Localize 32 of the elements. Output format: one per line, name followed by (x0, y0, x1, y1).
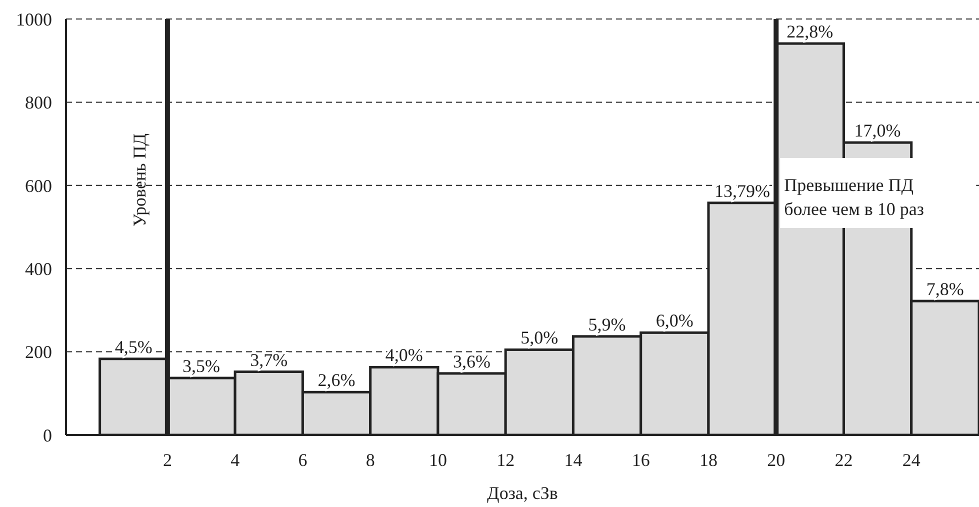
y-tick-label: 1000 (16, 9, 52, 30)
x-tick-label: 2 (162, 450, 172, 470)
ref-line-label: Превышение ПД более чем в 10 раз (784, 175, 924, 219)
y-tick-label: 600 (25, 176, 52, 196)
y-tick-label: 400 (25, 258, 52, 279)
y-tick-label: 800 (25, 92, 52, 113)
annotation: 6,0% (656, 310, 694, 331)
x-tick-label: 8 (366, 450, 375, 470)
annotation: 5,9% (588, 314, 626, 334)
annotation: 3,6% (453, 351, 491, 372)
x-tick-label: 22 (834, 450, 853, 470)
y-tick-label: 0 (43, 425, 52, 446)
annotation: 5,0% (520, 328, 558, 348)
x-tick-label: 24 (902, 450, 920, 470)
annotation: 22,8% (786, 22, 834, 42)
annotation: 7,8% (926, 279, 964, 300)
x-tick-label: 20 (767, 450, 786, 470)
annotation: 2,6% (318, 370, 356, 390)
annotation: 3,7% (250, 350, 288, 370)
ref-line-label: Уровень ПД (129, 133, 150, 227)
annotation: 13,79% (714, 180, 770, 201)
x-axis-title: Доза, сЗв (487, 483, 558, 503)
x-tick-label: 14 (564, 450, 582, 470)
x-tick-label: 4 (230, 450, 240, 470)
x-tick-label: 6 (298, 450, 308, 470)
y-tick-label: 200 (25, 342, 52, 362)
x-tick-label: 10 (428, 450, 447, 470)
annotation: 3,5% (182, 356, 220, 376)
x-tick-label: 16 (632, 450, 650, 470)
x-tick-label: 18 (699, 450, 718, 470)
annotation: 17,0% (854, 120, 901, 141)
x-tick-label: 12 (496, 450, 515, 470)
